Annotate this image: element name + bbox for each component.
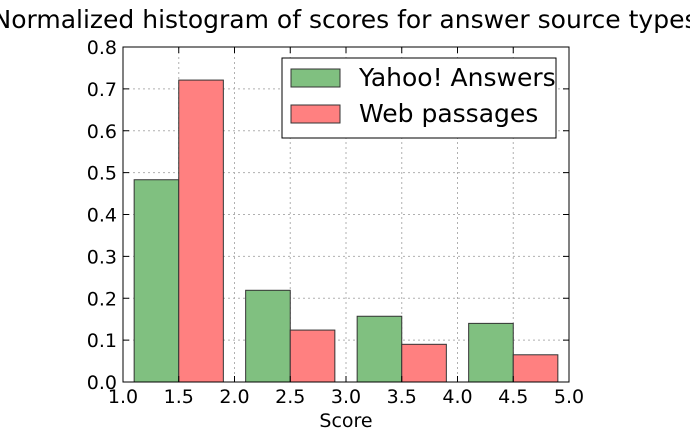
bar-yahoo-answers [468, 322, 514, 383]
legend: Yahoo! Answers Web passages [281, 57, 557, 139]
legend-swatch [290, 104, 341, 124]
legend-label: Web passages [359, 99, 538, 128]
legend-swatch [290, 68, 341, 88]
bar-web-passages [178, 79, 224, 383]
y-tick-label: 0.3 [87, 246, 117, 268]
y-tick-label: 0.1 [87, 330, 117, 352]
y-tick-labels: 0.0 0.1 0.2 0.3 0.4 0.5 0.6 0.7 0.8 [87, 37, 117, 394]
chart-title: Normalized histogram of scores for answe… [0, 5, 690, 34]
y-tick-label: 0.0 [87, 372, 117, 394]
y-tick-label: 0.5 [87, 163, 117, 185]
y-tick-label: 0.6 [87, 121, 117, 143]
x-tick-label: 4.0 [442, 386, 472, 408]
x-tick-label: 2.5 [275, 386, 305, 408]
x-axis-label: Score [319, 410, 372, 432]
x-tick-label: 5.0 [554, 386, 584, 408]
y-tick-label: 0.2 [87, 288, 117, 310]
x-tick-label: 4.5 [498, 386, 528, 408]
legend-label: Yahoo! Answers [358, 63, 556, 92]
bar-web-passages [512, 354, 559, 383]
axis-ticks [122, 46, 570, 383]
x-tick-label: 1.0 [108, 386, 138, 408]
x-tick-label: 3.5 [387, 386, 417, 408]
x-tick-labels: 1.0 1.5 2.0 2.5 3.0 3.5 4.0 4.5 5.0 [108, 386, 584, 408]
y-tick-label: 0.4 [87, 205, 117, 227]
x-tick-label: 2.0 [219, 386, 249, 408]
bar-web-passages [401, 343, 447, 383]
bars-group [133, 79, 559, 383]
x-tick-label: 1.5 [164, 386, 194, 408]
bar-yahoo-answers [133, 179, 180, 383]
bar-yahoo-answers [356, 315, 403, 383]
x-tick-label: 3.0 [331, 386, 361, 408]
y-tick-label: 0.7 [87, 79, 117, 101]
y-tick-label: 0.8 [87, 37, 117, 59]
bar-web-passages [289, 329, 336, 383]
bar-yahoo-answers [245, 289, 291, 383]
